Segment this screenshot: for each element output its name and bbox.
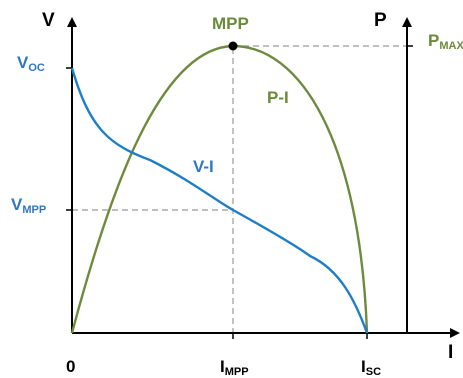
vi-curve [70,67,369,334]
pmax-label: PMAX [428,31,463,52]
pi-curve [70,44,369,334]
mpp-label: MPP [212,14,249,33]
vi-curve-label: V-I [193,157,214,176]
voc-label-sub: OC [28,62,45,74]
pmax-label-main: P [428,31,439,50]
impp-label-sub: MPP [225,366,249,378]
vmpp-label: VMPP [11,195,46,216]
isc-label-main: I [361,357,366,376]
pmax-label-sub: MAX [439,40,463,52]
i-axis-label: I [448,342,453,363]
mpp-point [228,41,238,51]
impp-label-main: I [220,357,225,376]
pi-curve-label: P-I [267,88,289,107]
origin-label: 0 [66,357,75,376]
voc-label-main: V [17,53,29,72]
isc-label: ISC [361,357,381,378]
isc-label-sub: SC [366,366,381,378]
v-axis-label: V [42,10,55,31]
vmpp-label-main: V [11,195,23,214]
impp-label: IMPP [220,357,249,378]
vmpp-label-sub: MPP [22,204,46,216]
voc-label: VOC [17,53,45,74]
p-axis-label: P [374,10,387,31]
